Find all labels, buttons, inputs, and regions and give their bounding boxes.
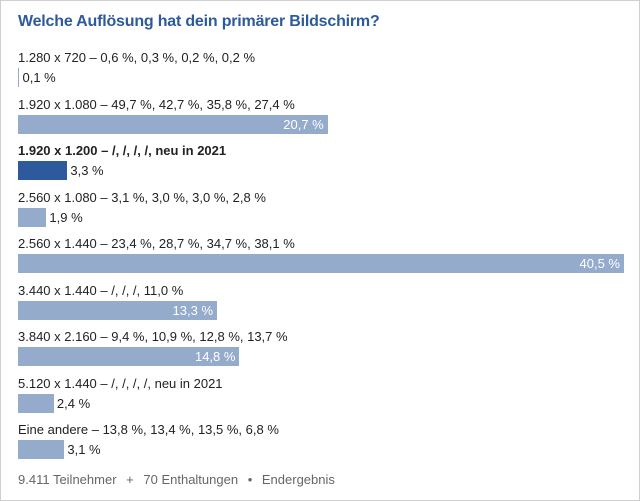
abstentions-count: 70 Enthaltungen — [143, 472, 239, 487]
participants-count: 9.411 Teilnehmer — [18, 472, 117, 487]
result-bar — [18, 68, 20, 87]
result-row: 2.560 x 1.080 – 3,1 %, 3,0 %, 3,0 %, 2,8… — [18, 190, 628, 234]
result-bar — [18, 207, 47, 227]
result-bar — [18, 440, 65, 459]
result-row: 1.280 x 720 – 0,6 %, 0,3 %, 0,2 %, 0,2 %… — [18, 50, 628, 94]
option-label: 1.920 x 1.080 – 49,7 %, 42,7 %, 35,8 %, … — [18, 96, 295, 112]
option-label: 1.920 x 1.200 – /, /, /, /, neu in 2021 — [18, 143, 227, 158]
option-label: 2.560 x 1.080 – 3,1 %, 3,0 %, 3,0 %, 2,8… — [18, 189, 266, 205]
result-bar — [18, 393, 54, 413]
result-bar — [18, 254, 624, 273]
value-label: 2,4 % — [56, 395, 91, 411]
option-label: 3.440 x 1.440 – /, /, /, 11,0 % — [18, 282, 184, 298]
result-row: 3.840 x 2.160 – 9,4 %, 10,9 %, 12,8 %, 1… — [18, 329, 628, 373]
result-bar — [18, 114, 328, 134]
result-row: 5.120 x 1.440 – /, /, /, /, neu in 2021 2… — [18, 376, 628, 420]
result-row: 3.440 x 1.440 – /, /, /, 11,0 % 13,3 % — [18, 283, 628, 327]
result-row: 2.560 x 1.440 – 23,4 %, 28,7 %, 34,7 %, … — [18, 236, 628, 280]
value-label: 3,3 % — [70, 163, 104, 178]
value-label: 40,5 % — [579, 256, 620, 271]
option-label: 5.120 x 1.440 – /, /, /, /, neu in 2021 — [18, 375, 223, 391]
separator-dot: • — [247, 472, 253, 487]
option-label: 2.560 x 1.440 – 23,4 %, 28,7 %, 34,7 %, … — [18, 236, 295, 251]
value-label: 14,8 % — [194, 349, 236, 364]
value-label: 1,9 % — [49, 209, 83, 225]
result-row: 1.920 x 1.080 – 49,7 %, 42,7 %, 35,8 %, … — [18, 97, 628, 141]
result-bar — [18, 300, 217, 320]
result-bar — [18, 347, 240, 366]
value-label: 0,1 % — [22, 70, 56, 85]
chart-title: Welche Auflösung hat dein primärer Bilds… — [18, 13, 380, 30]
separator-plus: + — [126, 472, 134, 487]
result-row: Eine andere – 13,8 %, 13,4 %, 13,5 %, 6,… — [18, 422, 628, 466]
result-status: Endergebnis — [261, 472, 335, 487]
result-row: 1.920 x 1.200 – /, /, /, /, neu in 2021 3… — [18, 143, 628, 187]
poll-footer: 9.411 Teilnehmer + 70 Enthaltungen • End… — [18, 472, 341, 487]
value-label: 13,3 % — [172, 302, 214, 318]
option-label: 1.280 x 720 – 0,6 %, 0,3 %, 0,2 %, 0,2 % — [18, 50, 256, 65]
value-label: 20,7 % — [283, 116, 324, 132]
result-bar — [18, 161, 68, 180]
value-label: 3,1 % — [67, 442, 101, 457]
option-label: Eine andere – 13,8 %, 13,4 %, 13,5 %, 6,… — [18, 422, 279, 437]
option-label: 3.840 x 2.160 – 9,4 %, 10,9 %, 12,8 %, 1… — [18, 329, 288, 344]
